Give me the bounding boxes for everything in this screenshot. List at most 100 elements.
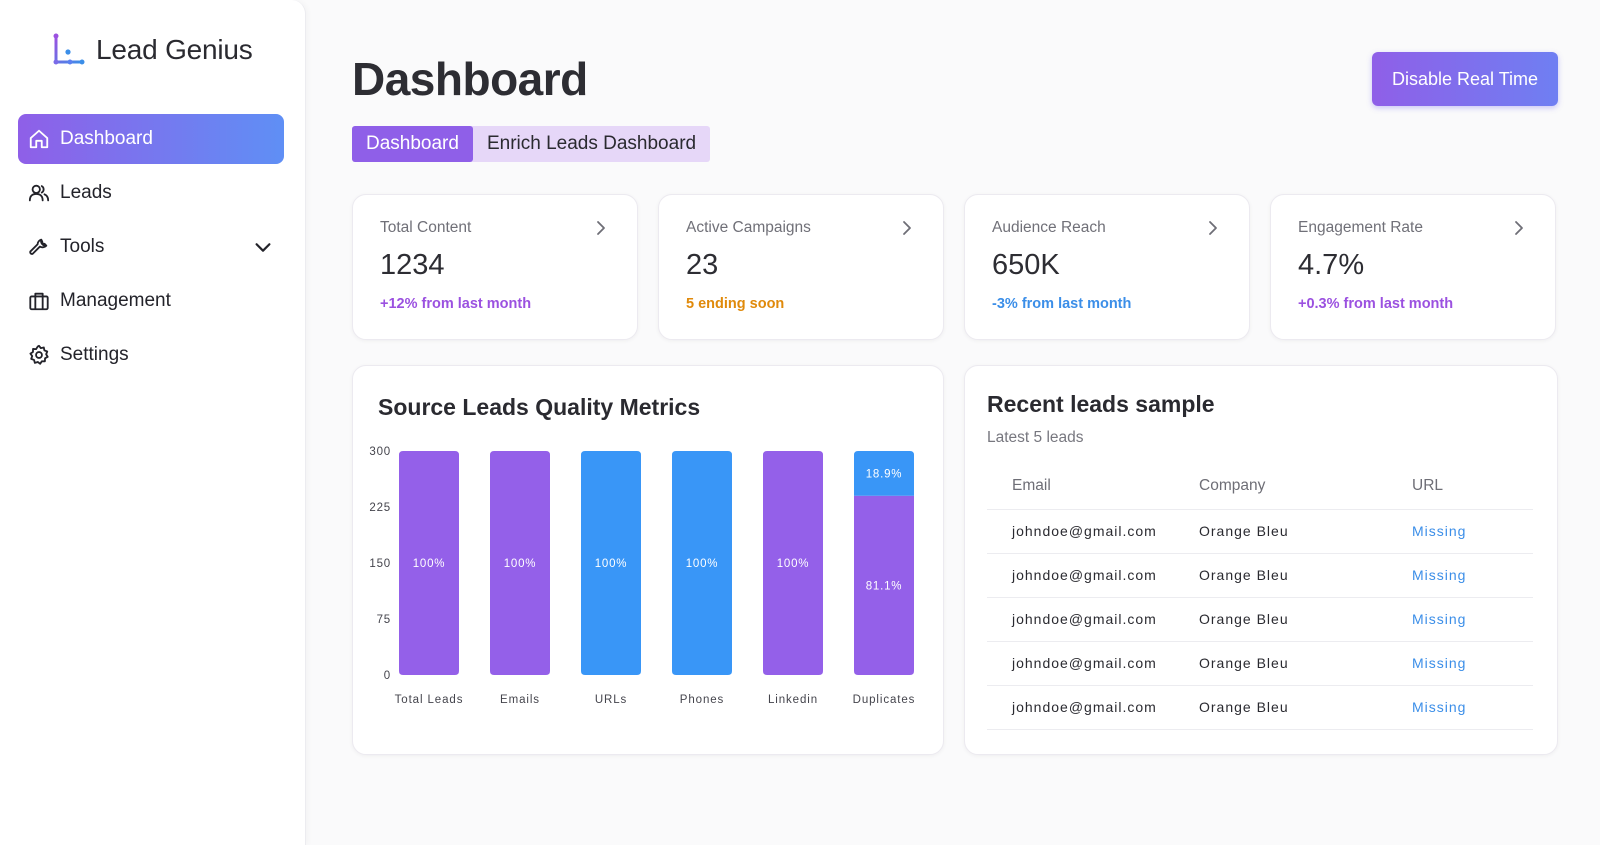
leads-subtitle: Latest 5 leads: [987, 429, 1084, 446]
bar-segment: [854, 495, 914, 675]
lead-company: Orange Bleu: [1199, 509, 1412, 554]
sidebar-item-label: Tools: [60, 236, 105, 257]
sidebar-item-label: Dashboard: [60, 128, 153, 149]
data-label: 100%: [413, 558, 446, 570]
recent-leads-card: Recent leads sample Latest 5 leads Email…: [964, 365, 1558, 755]
y-tick-label: 0: [384, 670, 391, 682]
sidebar-item-tools[interactable]: Tools: [18, 222, 284, 272]
bar-chart: 0 75 150 225 300 100% Total Leads 100% Emails 100…: [369, 446, 916, 706]
data-label: 100%: [777, 558, 810, 570]
brand[interactable]: Lead Genius: [50, 32, 253, 68]
table-row[interactable]: johndoe@gmail.com Orange Bleu Missing: [987, 641, 1533, 686]
y-tick-label: 150: [369, 558, 391, 570]
bar-segment: [581, 451, 641, 675]
lead-url-status: Missing: [1412, 641, 1533, 686]
stat-card-engagement-rate[interactable]: Engagement Rate 4.7% +0.3% from last mon…: [1270, 194, 1556, 340]
chevron-right-icon[interactable]: [899, 219, 915, 237]
lead-email: johndoe@gmail.com: [987, 685, 1199, 730]
lead-company: Orange Bleu: [1199, 597, 1412, 642]
home-icon: [28, 128, 50, 150]
stat-change: +0.3% from last month: [1298, 296, 1454, 312]
stat-change: -3% from last month: [992, 296, 1132, 312]
chevron-right-icon[interactable]: [1205, 219, 1221, 237]
page-title: Dashboard: [352, 53, 588, 105]
x-tick-label: Emails: [500, 694, 540, 706]
data-label: 100%: [504, 558, 537, 570]
column-header-company[interactable]: Company: [1199, 463, 1412, 510]
x-tick-label: Phones: [680, 694, 724, 706]
y-tick-label: 75: [377, 614, 391, 626]
sidebar: Lead Genius Dashboard Leads Tools: [0, 0, 306, 845]
sidebar-item-settings[interactable]: Settings: [18, 330, 284, 380]
sidebar-nav: Dashboard Leads Tools Management: [18, 114, 284, 384]
leads-table: Email Company URL johndoe@gmail.com Oran…: [987, 463, 1533, 730]
stat-card-active-campaigns[interactable]: Active Campaigns 23 5 ending soon: [658, 194, 944, 340]
lead-email: johndoe@gmail.com: [987, 509, 1199, 554]
stat-change: +12% from last month: [380, 296, 532, 312]
stat-label: Total Content: [380, 219, 472, 236]
table-header-row: Email Company URL: [987, 463, 1533, 510]
tab-dashboard[interactable]: Dashboard: [352, 126, 473, 162]
sidebar-item-leads[interactable]: Leads: [18, 168, 284, 218]
sidebar-item-management[interactable]: Management: [18, 276, 284, 326]
column-header-email[interactable]: Email: [987, 463, 1199, 510]
lead-email: johndoe@gmail.com: [987, 553, 1199, 598]
app-name: Lead Genius: [96, 34, 253, 65]
table-row[interactable]: johndoe@gmail.com Orange Bleu Missing: [987, 553, 1533, 598]
users-icon: [28, 182, 50, 204]
bar-segment: [672, 451, 732, 675]
lead-url-status: Missing: [1412, 553, 1533, 598]
sidebar-item-dashboard[interactable]: Dashboard: [18, 114, 284, 164]
lead-genius-logo-icon: [53, 33, 85, 65]
stat-value: 1234: [380, 249, 445, 281]
data-label: 81.1%: [866, 580, 903, 592]
x-tick-label: Duplicates: [853, 694, 916, 706]
data-label: 100%: [595, 558, 628, 570]
source-leads-quality-chart-card: Source Leads Quality Metrics 0 75 150 225 30…: [352, 365, 944, 755]
gear-icon: [28, 344, 50, 366]
table-row[interactable]: johndoe@gmail.com Orange Bleu Missing: [987, 685, 1533, 730]
wrench-icon: [28, 236, 50, 258]
dashboard-tabs: Dashboard Enrich Leads Dashboard: [352, 126, 711, 162]
stat-card-audience-reach[interactable]: Audience Reach 650K -3% from last month: [964, 194, 1250, 340]
data-label: 100%: [686, 558, 719, 570]
sidebar-item-label: Leads: [60, 182, 112, 203]
chevron-down-icon[interactable]: [252, 236, 274, 258]
lead-url-status: Missing: [1412, 685, 1533, 730]
data-label: 18.9%: [866, 468, 903, 480]
chevron-right-icon[interactable]: [593, 219, 609, 237]
stat-value: 4.7%: [1298, 249, 1365, 281]
column-header-url[interactable]: URL: [1412, 463, 1533, 510]
lead-company: Orange Bleu: [1199, 641, 1412, 686]
bar-segment: [399, 451, 459, 675]
stat-card-total-content[interactable]: Total Content 1234 +12% from last month: [352, 194, 638, 340]
bar-segment: [854, 451, 914, 496]
bar-segment: [490, 451, 550, 675]
table-row[interactable]: johndoe@gmail.com Orange Bleu Missing: [987, 509, 1533, 554]
lead-company: Orange Bleu: [1199, 553, 1412, 598]
stat-change: 5 ending soon: [686, 296, 785, 312]
stat-value: 23: [686, 249, 719, 281]
tab-enrich-leads-dashboard[interactable]: Enrich Leads Dashboard: [486, 133, 697, 154]
bar-segment: [763, 451, 823, 675]
table-row[interactable]: johndoe@gmail.com Orange Bleu Missing: [987, 597, 1533, 642]
disable-real-time-button[interactable]: Disable Real Time: [1372, 52, 1558, 106]
stat-label: Engagement Rate: [1298, 219, 1423, 236]
chart-title: Source Leads Quality Metrics: [378, 394, 701, 420]
stat-label: Audience Reach: [992, 219, 1106, 236]
x-tick-label: Total Leads: [395, 694, 464, 706]
lead-company: Orange Bleu: [1199, 685, 1412, 730]
chevron-right-icon[interactable]: [1511, 219, 1527, 237]
briefcase-icon: [28, 290, 50, 312]
stat-label: Active Campaigns: [686, 219, 811, 236]
x-tick-label: URLs: [595, 694, 627, 706]
lead-email: johndoe@gmail.com: [987, 641, 1199, 686]
sidebar-item-label: Settings: [60, 344, 129, 365]
x-tick-label: Linkedin: [768, 694, 818, 706]
y-tick-label: 225: [369, 502, 391, 514]
lead-url-status: Missing: [1412, 509, 1533, 554]
y-tick-label: 300: [369, 446, 391, 458]
sidebar-item-label: Management: [60, 290, 171, 311]
stat-value: 650K: [992, 249, 1060, 281]
lead-url-status: Missing: [1412, 597, 1533, 642]
